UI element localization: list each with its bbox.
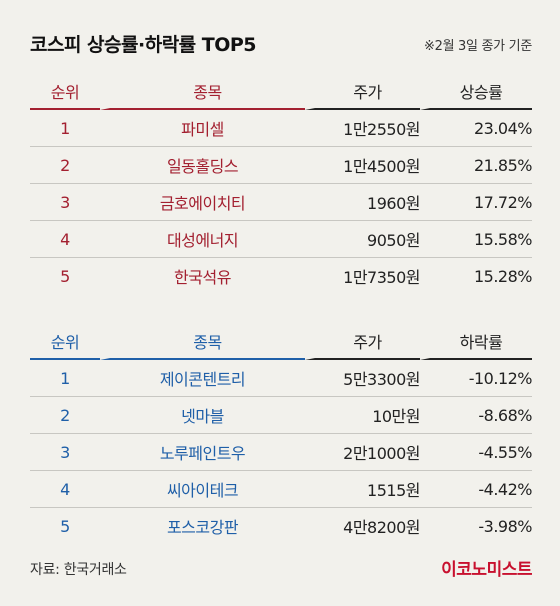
price-cell: 10만원	[305, 397, 421, 434]
table-row: 4 대성에너지 9050원 15.58%	[30, 221, 533, 258]
stock-name-cell: 일동홀딩스	[100, 147, 305, 184]
rank-cell: 3	[30, 434, 100, 471]
price-cell: 1만7350원	[343, 268, 420, 287]
rise-header-name: 종목	[100, 74, 305, 110]
rank-cell: 2	[30, 397, 100, 434]
rate-cell: 15.58%	[420, 221, 533, 258]
rise-header-price: 주가	[305, 74, 420, 110]
fall-header-price: 주가	[305, 324, 420, 360]
table-row: 4 씨아이테크 1515원 -4.42%	[30, 471, 533, 508]
rank-cell: 1	[30, 360, 100, 397]
table-row: 5 포스코강판 4만8200원 -3.98%	[30, 508, 532, 544]
table-row: 2 일동홀딩스 1만4500원 21.85%	[30, 147, 533, 184]
price-cell: 1960원	[305, 184, 421, 221]
source-note: 자료: 한국거래소	[30, 562, 127, 578]
stock-name-cell: 파미셀	[100, 110, 305, 147]
table-row: 3 노루페인트우 2만1000원 -4.55%	[30, 434, 533, 471]
rise-table-header: 순위 종목 주가 상승률	[30, 74, 532, 110]
rate-cell: 23.04%	[420, 110, 533, 147]
stock-name-cell: 포스코강판	[166, 518, 239, 537]
price-cell: 1만4500원	[305, 147, 421, 184]
publisher-logo: 이코노미스트	[441, 560, 532, 580]
rate-cell: -4.55%	[420, 434, 533, 471]
price-cell: 2만1000원	[305, 434, 421, 471]
fall-table: 순위 종목 주가 하락률 1 제이콘텐트리 5만3300원 -10.12% 2 …	[30, 324, 533, 544]
rise-header-rate: 상승률	[420, 74, 532, 110]
rate-cell: -8.68%	[420, 397, 533, 434]
rank-cell: 5	[60, 516, 70, 536]
rank-cell: 1	[30, 110, 100, 147]
rate-cell: -10.12%	[420, 360, 533, 397]
stock-name-cell: 노루페인트우	[100, 434, 305, 471]
stock-name-cell: 씨아이테크	[100, 471, 305, 508]
price-cell: 1515원	[305, 471, 421, 508]
rate-cell: -3.98%	[478, 516, 532, 536]
rate-cell: 17.72%	[420, 184, 533, 221]
table-row: 3 금호에이치티 1960원 17.72%	[30, 184, 533, 221]
stock-name-cell: 제이콘텐트리	[100, 360, 305, 397]
rank-cell: 5	[60, 266, 70, 286]
fall-header-rank: 순위	[30, 324, 100, 360]
rise-table: 순위 종목 주가 상승률 1 파미셀 1만2550원 23.04% 2 일동홀딩…	[30, 74, 533, 294]
stock-name-cell: 넷마블	[100, 397, 305, 434]
rate-cell: 15.28%	[473, 266, 533, 286]
rank-cell: 4	[30, 221, 100, 258]
price-cell: 9050원	[305, 221, 421, 258]
rise-header-rank: 순위	[30, 74, 100, 110]
rank-cell: 2	[30, 147, 100, 184]
stock-name-cell: 한국석유	[174, 268, 231, 287]
rate-cell: 21.85%	[420, 147, 533, 184]
rank-cell: 3	[30, 184, 100, 221]
table-row: 5 한국석유 1만7350원 15.28%	[30, 258, 532, 294]
page-title: 코스피 상승률·하락률 TOP5	[30, 34, 257, 56]
stock-name-cell: 대성에너지	[100, 221, 305, 258]
table-row: 2 넷마블 10만원 -8.68%	[30, 397, 533, 434]
header: 코스피 상승률·하락률 TOP5 ※2월 3일 종가 기준	[30, 30, 532, 60]
fall-header-name: 종목	[100, 324, 305, 360]
table-row: 1 파미셀 1만2550원 23.04%	[30, 110, 533, 147]
rate-cell: -4.42%	[420, 471, 533, 508]
fall-header-rate: 하락률	[420, 324, 532, 360]
rank-cell: 4	[30, 471, 100, 508]
fall-table-header: 순위 종목 주가 하락률	[30, 324, 532, 360]
stock-name-cell: 금호에이치티	[100, 184, 305, 221]
table-row: 1 제이콘텐트리 5만3300원 -10.12%	[30, 360, 533, 397]
price-cell: 1만2550원	[305, 110, 421, 147]
price-cell: 4만8200원	[343, 518, 420, 537]
price-cell: 5만3300원	[305, 360, 421, 397]
basis-note: ※2월 3일 종가 기준	[424, 39, 532, 54]
